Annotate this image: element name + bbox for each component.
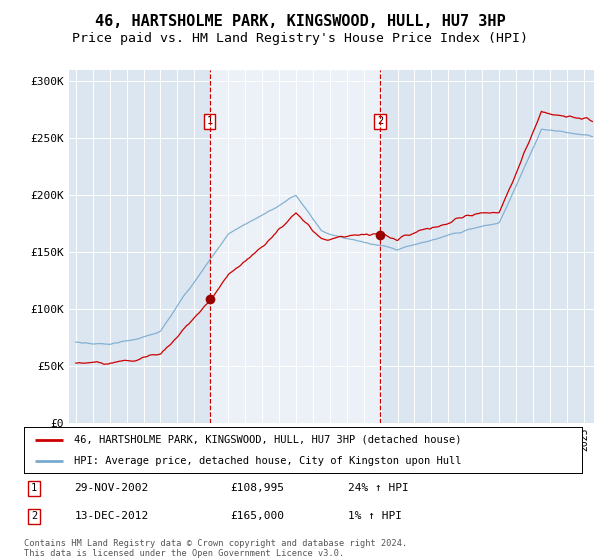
Text: 1: 1: [206, 116, 213, 126]
Text: Contains HM Land Registry data © Crown copyright and database right 2024.
This d: Contains HM Land Registry data © Crown c…: [24, 539, 407, 558]
Text: 2: 2: [31, 511, 37, 521]
Text: 1: 1: [31, 483, 37, 493]
Text: 13-DEC-2012: 13-DEC-2012: [74, 511, 148, 521]
Text: 46, HARTSHOLME PARK, KINGSWOOD, HULL, HU7 3HP (detached house): 46, HARTSHOLME PARK, KINGSWOOD, HULL, HU…: [74, 435, 462, 445]
Text: 24% ↑ HPI: 24% ↑ HPI: [347, 483, 409, 493]
Text: Price paid vs. HM Land Registry's House Price Index (HPI): Price paid vs. HM Land Registry's House …: [72, 32, 528, 45]
Text: HPI: Average price, detached house, City of Kingston upon Hull: HPI: Average price, detached house, City…: [74, 456, 462, 466]
Text: £108,995: £108,995: [230, 483, 284, 493]
Text: 2: 2: [377, 116, 383, 126]
Text: 46, HARTSHOLME PARK, KINGSWOOD, HULL, HU7 3HP: 46, HARTSHOLME PARK, KINGSWOOD, HULL, HU…: [95, 14, 505, 29]
Text: 29-NOV-2002: 29-NOV-2002: [74, 483, 148, 493]
Text: £165,000: £165,000: [230, 511, 284, 521]
Bar: [210, 70, 380, 423]
Text: 1% ↑ HPI: 1% ↑ HPI: [347, 511, 401, 521]
